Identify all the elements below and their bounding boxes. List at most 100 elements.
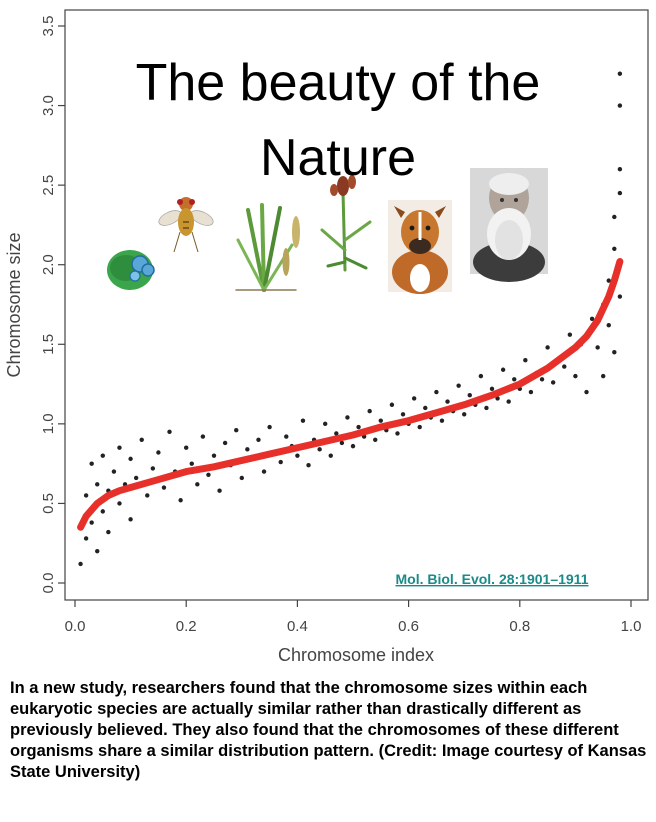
x-tick-label: 0.6 [398,618,419,635]
data-point [395,431,400,436]
data-point [562,364,567,369]
data-point [200,434,206,439]
boxer-dog-icon [388,200,452,294]
data-point [350,443,356,449]
data-point [323,421,328,427]
data-point [245,447,250,452]
data-point [373,437,378,442]
data-point [267,424,272,430]
data-point [589,316,595,322]
data-point [339,440,345,446]
data-point [261,469,267,474]
data-point [573,373,578,379]
y-axis: 0.0 0.5 1.0 1.5 2.0 2.5 3.0 3.5 [40,16,65,594]
data-point [189,461,194,466]
data-point [445,399,450,404]
data-point [256,437,261,442]
figure-caption: In a new study, researchers found that t… [10,679,647,781]
x-tick-label: 1.0 [621,618,642,635]
data-point [83,493,89,498]
data-point [584,389,589,395]
data-point [367,408,372,414]
data-point [300,418,306,423]
data-point [617,190,623,196]
data-point [161,485,167,490]
data-point [539,377,545,382]
y-tick-label: 3.0 [40,95,57,116]
x-tick-label: 0.0 [65,618,86,635]
y-tick-label: 1.5 [40,334,57,355]
data-point [83,536,89,541]
data-point [95,548,100,554]
data-point [117,445,122,450]
data-point [612,350,617,355]
x-tick-label: 0.2 [176,618,197,635]
data-point [500,367,506,372]
data-point [89,520,94,525]
data-point [89,461,94,466]
data-point [545,345,550,350]
data-point [417,424,422,430]
data-point [317,447,322,452]
chart-title-line-2: Nature [260,129,416,187]
data-point [306,463,311,468]
data-point [211,453,217,458]
data-point [512,377,517,382]
data-point [100,453,106,458]
data-point [612,214,617,220]
plot-frame [64,9,649,601]
y-axis-label: Chromosome size [4,232,24,377]
y-tick-label: 1.0 [40,413,57,434]
data-point [345,415,350,420]
data-point [467,393,472,398]
data-point [334,431,339,436]
data-point [606,322,611,328]
data-point [606,278,611,283]
data-point [411,396,417,401]
data-point [117,501,122,506]
data-point [601,373,606,379]
data-point [595,345,600,350]
x-axis-label: Chromosome index [278,645,434,665]
data-point [456,383,461,388]
data-point [156,450,161,455]
data-point [617,103,623,108]
fruit-fly-icon [158,197,214,253]
data-point [617,167,623,172]
data-point [478,373,484,379]
data-point [567,332,573,337]
sorghum-plant-icon [320,175,372,272]
data-point [206,472,211,477]
data-point [167,429,172,435]
data-point [111,469,117,474]
data-point [222,440,228,446]
data-point [439,418,445,423]
data-point [617,71,623,76]
data-point [178,498,183,503]
citation-link[interactable]: Mol. Biol. Evol. 28:1901–1911 [396,571,589,587]
data-point [400,412,406,417]
darwin-portrait-icon [470,168,548,282]
x-tick-label: 0.8 [509,618,530,635]
data-point [506,399,511,404]
data-point [278,459,283,465]
x-axis: 0.0 0.2 0.4 0.6 0.8 1.0 [65,600,642,635]
data-point [139,437,144,442]
data-point [150,466,156,471]
data-point [489,386,495,392]
data-point [328,453,333,458]
organism-illustrations [107,168,548,294]
data-point [184,445,189,450]
chart-title-line-1: The beauty of the [136,54,541,112]
data-point [378,418,383,423]
trend-curve [77,258,624,531]
data-point [523,358,528,363]
data-point [495,396,500,401]
grass-plant-icon [235,203,300,292]
data-point [78,561,83,567]
data-point [434,389,439,395]
data-point [617,294,623,299]
data-point [356,424,361,430]
data-point [612,246,617,251]
y-tick-label: 0.0 [40,573,57,594]
